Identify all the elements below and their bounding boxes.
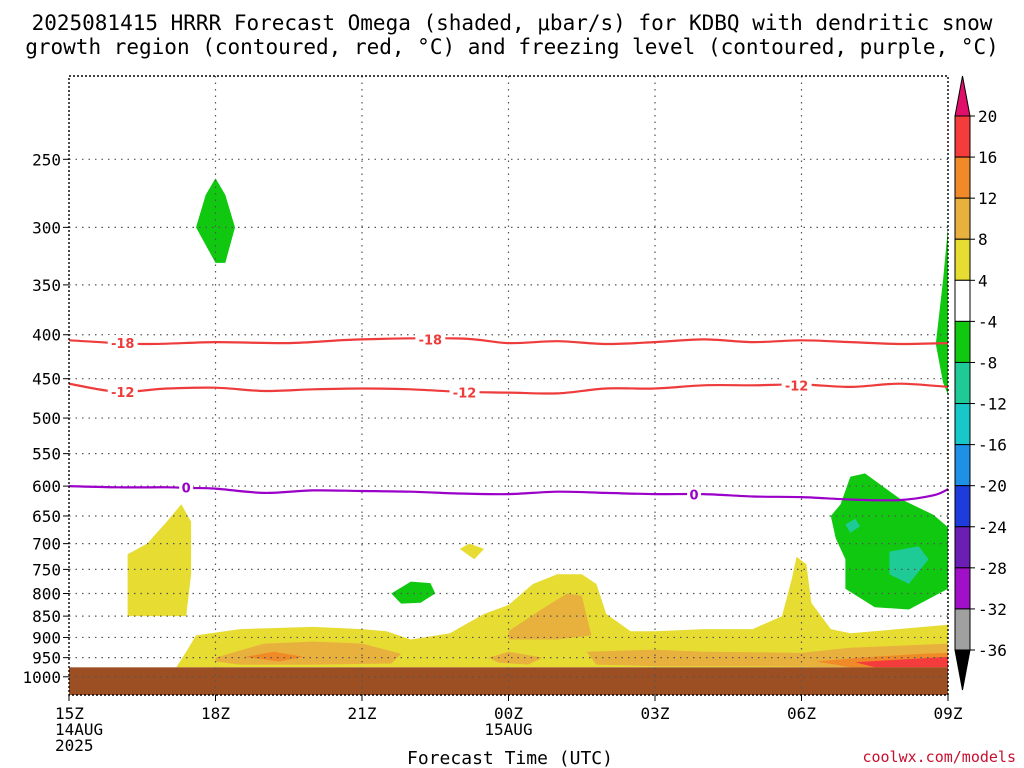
colorbar-label-1: 16 [978, 148, 997, 167]
omega-region-14 [889, 546, 929, 584]
colorbar-swatch-8 [954, 403, 971, 446]
colorbar-swatch-7 [954, 361, 971, 405]
x-tick-year-15: 2025 [55, 736, 94, 755]
colorbar-label-11: -28 [978, 559, 1007, 578]
plot-area [69, 178, 948, 695]
colorbar-label-6: -8 [978, 353, 997, 372]
y-tick-label-1000: 1000 [22, 668, 61, 687]
x-tick-date-24: 15AUG [484, 720, 532, 739]
y-tick-label-650: 650 [32, 507, 61, 526]
x-axis-title: Forecast Time (UTC) [407, 748, 613, 768]
colorbar-bottom-arrow [954, 649, 971, 691]
contour-label-1-2: -12 [785, 379, 809, 394]
colorbar-swatch-3 [954, 197, 971, 240]
colorbar-label-8: -16 [978, 436, 1007, 455]
y-tick-label-350: 350 [32, 276, 61, 295]
colorbar-swatch-11 [954, 526, 971, 569]
colorbar-label-7: -12 [978, 395, 1007, 414]
colorbar-label-10: -24 [978, 518, 1007, 537]
y-tick-label-600: 600 [32, 477, 61, 496]
x-tick-label-21: 21Z [348, 704, 377, 723]
y-tick-label-900: 900 [32, 628, 61, 647]
colorbar-swatch-12 [954, 567, 971, 610]
y-tick-label-500: 500 [32, 409, 61, 428]
colorbar-swatch-4 [954, 238, 971, 281]
omega-region-0 [127, 504, 192, 617]
x-tick-label-30: 06Z [787, 704, 816, 723]
x-tick-label-18: 18Z [201, 704, 230, 723]
omega-region-5 [489, 651, 543, 665]
contour-label-2-0: 0 [182, 481, 191, 496]
y-tick-label-400: 400 [32, 326, 61, 345]
y-tick-label-450: 450 [32, 370, 61, 389]
y-tick-label-950: 950 [32, 649, 61, 668]
temperature-contours: -18 -18 -12 -12 -12 0 0 [69, 331, 948, 504]
colorbar-label-12: -32 [978, 600, 1007, 619]
y-tick-label-700: 700 [32, 535, 61, 554]
omega-region-7 [244, 651, 304, 662]
y-tick-label-550: 550 [32, 445, 61, 464]
contour-label-2-1: 0 [690, 489, 699, 504]
colorbar-swatch-6 [954, 320, 971, 363]
omega-region-1 [459, 543, 485, 560]
contour-label-bg-1-1 [449, 384, 480, 401]
colorbar-swatch-2 [954, 156, 971, 199]
y-axis: 250 300 350 400 450 500 550 600 650 700 750 800 850 9… [22, 150, 69, 687]
colorbar-label-4: 4 [978, 271, 988, 290]
colorbar-swatch-10 [954, 485, 971, 528]
colorbar: 20 16 12 8 4 -4 -8 -12 -16 -20 -24 -28 -32 -36 [954, 75, 1007, 691]
y-tick-label-250: 250 [32, 150, 61, 169]
contour-label-bg-2-1 [687, 486, 702, 503]
contour-label-bg-0-0 [107, 335, 138, 352]
contour-line-2 [69, 485, 948, 502]
contour-label-bg-1-0 [107, 383, 138, 400]
credit-link[interactable]: coolwx.com/models [862, 748, 1016, 766]
colorbar-label-9: -20 [978, 477, 1007, 496]
contour-label-0-0: -18 [111, 337, 135, 352]
colorbar-label-0: 20 [978, 107, 997, 126]
omega-region-13 [935, 227, 948, 395]
colorbar-label-3: 8 [978, 230, 988, 249]
x-tick-label-15: 15Z [55, 704, 84, 723]
y-tick-label-850: 850 [32, 607, 61, 626]
contour-label-bg-1-2 [781, 377, 812, 394]
contour-label-1-0: -12 [111, 386, 135, 401]
x-tick-date-15: 14AUG [55, 720, 103, 739]
omega-region-15 [845, 518, 861, 533]
colorbar-top-arrow [954, 75, 971, 117]
x-tick-label-27: 03Z [641, 704, 670, 723]
contour-label-0-1: -18 [419, 333, 443, 348]
contour-line-0 [69, 337, 948, 346]
contour-label-bg-0-1 [415, 331, 446, 348]
colorbar-swatch-1 [954, 115, 971, 158]
omega-region-9 [855, 656, 948, 668]
x-tick-label-33: 09Z [934, 704, 963, 723]
chart-title-line-1: 2025081415 HRRR Forecast Omega (shaded, … [32, 11, 993, 35]
x-tick-label-24: 00Z [494, 704, 523, 723]
contour-label-bg-2-0 [179, 479, 194, 496]
y-tick-label-300: 300 [32, 218, 61, 237]
colorbar-swatch-13 [954, 608, 971, 651]
colorbar-label-5: -4 [978, 312, 997, 331]
colorbar-label-13: -36 [978, 641, 1007, 660]
y-tick-label-750: 750 [32, 560, 61, 579]
omega-region-10 [196, 178, 235, 263]
colorbar-swatch-9 [954, 444, 971, 487]
colorbar-swatch-5 [954, 279, 971, 322]
y-tick-label-800: 800 [32, 584, 61, 603]
chart-title-line-2: growth region (contoured, red, °C) and f… [25, 35, 999, 59]
colorbar-label-2: 12 [978, 189, 997, 208]
omega-region-12 [830, 473, 948, 610]
omega-region-11 [391, 581, 436, 604]
contour-label-1-1: -12 [453, 387, 477, 402]
